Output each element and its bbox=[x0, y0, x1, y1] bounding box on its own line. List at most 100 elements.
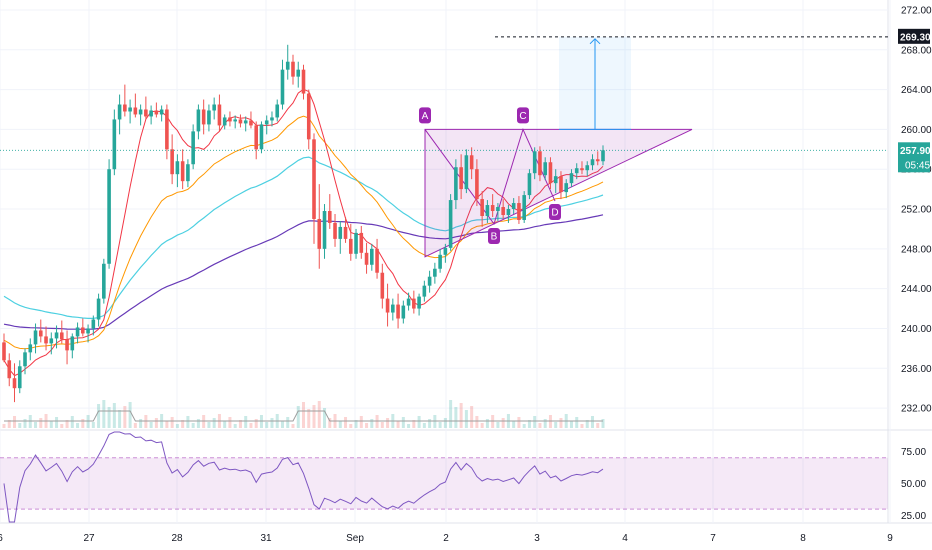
candle-body bbox=[49, 338, 54, 344]
candle-body bbox=[464, 155, 469, 190]
rsi-band-fill bbox=[0, 457, 888, 510]
candle-body bbox=[86, 328, 90, 334]
price-axis[interactable]: 272.00268.00264.00260.00256.00252.00248.… bbox=[901, 5, 932, 414]
volume-bar bbox=[428, 419, 432, 428]
target-projection bbox=[495, 36, 888, 130]
volume-bar bbox=[527, 420, 531, 428]
volume-bar bbox=[485, 419, 489, 428]
volume-bar bbox=[407, 424, 411, 428]
volume-bar bbox=[443, 418, 447, 428]
volume-bar bbox=[307, 409, 311, 428]
volume-bar bbox=[7, 420, 11, 428]
time-tick-label: Sep bbox=[346, 533, 364, 544]
candle-body bbox=[175, 161, 180, 175]
volume-bar bbox=[459, 403, 463, 428]
candle-body bbox=[396, 304, 400, 319]
candle-body bbox=[569, 173, 574, 184]
volume-bar bbox=[575, 417, 579, 428]
volume-bar bbox=[559, 418, 563, 428]
candle-body bbox=[65, 339, 69, 351]
rsi-pane bbox=[0, 431, 888, 523]
volume-bar bbox=[97, 404, 101, 428]
time-tick-label: 31 bbox=[260, 533, 272, 544]
volume-bar bbox=[386, 418, 390, 428]
candle-body bbox=[417, 296, 421, 309]
pattern-label-bg bbox=[488, 227, 500, 244]
time-tick-label: 9 bbox=[887, 533, 893, 544]
candle-body bbox=[501, 207, 505, 215]
volume-bar bbox=[302, 402, 305, 428]
volume-bar bbox=[464, 410, 468, 428]
candle-body bbox=[217, 104, 222, 126]
candle-body bbox=[312, 139, 316, 219]
candle-body bbox=[490, 205, 495, 212]
rsi-axis[interactable]: 75.00 50.00 25.00 bbox=[901, 447, 926, 522]
volume-bar bbox=[543, 419, 547, 428]
volume-bar bbox=[359, 416, 363, 428]
volume-bar bbox=[212, 418, 216, 428]
target-price-tag: 269.30 bbox=[898, 28, 931, 44]
volume-bar bbox=[323, 408, 327, 428]
volume-bar bbox=[538, 423, 542, 428]
price-tick-label: 264.00 bbox=[901, 85, 932, 96]
candle-body bbox=[601, 150, 605, 162]
candle-body bbox=[553, 176, 558, 184]
price-tags: 269.30 257.90 05:45 bbox=[898, 28, 931, 173]
volume-bar bbox=[533, 416, 537, 428]
candle-body bbox=[548, 162, 553, 184]
candle-body bbox=[559, 176, 563, 193]
volume-bar bbox=[170, 417, 174, 428]
candle-body bbox=[238, 119, 243, 124]
volume-bar bbox=[49, 421, 53, 428]
volume-bar bbox=[118, 410, 122, 428]
volume-bar bbox=[349, 424, 353, 428]
candle-body bbox=[180, 161, 185, 182]
candle-body bbox=[107, 169, 111, 264]
candle-body bbox=[275, 104, 280, 118]
candle-body bbox=[475, 169, 479, 200]
volume-bar bbox=[165, 421, 169, 428]
volume-bar bbox=[312, 405, 316, 428]
volume-bar bbox=[317, 401, 321, 428]
volume-bar bbox=[254, 419, 258, 428]
candle-body bbox=[33, 330, 38, 345]
candle-body bbox=[59, 332, 64, 340]
candle-body bbox=[165, 109, 169, 150]
price-tick-label: 252.00 bbox=[901, 205, 932, 216]
candle-body bbox=[233, 119, 237, 122]
volume-bar bbox=[270, 418, 274, 428]
candle-body bbox=[301, 69, 306, 94]
candle-body bbox=[469, 155, 474, 170]
candle-body bbox=[343, 226, 348, 239]
volume-bar bbox=[454, 407, 458, 428]
volume-bar bbox=[501, 418, 505, 428]
volume-bar bbox=[517, 417, 521, 428]
candle-body bbox=[112, 119, 117, 170]
volume-bar bbox=[412, 420, 416, 428]
candle-body bbox=[280, 69, 285, 105]
volume-bar bbox=[569, 421, 573, 428]
volume-bar bbox=[365, 423, 369, 428]
candle-body bbox=[406, 298, 411, 306]
candle-body bbox=[291, 61, 295, 77]
candle-body bbox=[38, 330, 43, 337]
candle-body bbox=[133, 107, 138, 115]
volume-bar bbox=[380, 422, 384, 428]
candle-body bbox=[306, 93, 311, 140]
time-axis[interactable]: 6 27 28 31 Sep 2 3 4 7 8 9 bbox=[0, 533, 893, 544]
volume-bar bbox=[181, 420, 185, 428]
volume-bar bbox=[149, 422, 153, 428]
candle-body bbox=[380, 272, 385, 299]
candle-body bbox=[448, 200, 453, 248]
candle-body bbox=[532, 151, 537, 174]
volume-bar bbox=[154, 418, 158, 428]
pattern-label-c: C bbox=[519, 111, 526, 122]
candle-body bbox=[270, 117, 274, 121]
candle-body bbox=[201, 109, 206, 125]
svg-text:257.90: 257.90 bbox=[900, 146, 931, 157]
candle-body bbox=[102, 263, 106, 299]
volume-bar bbox=[223, 421, 227, 428]
price-tick-label: 240.00 bbox=[901, 324, 932, 335]
candle-body bbox=[401, 305, 406, 319]
